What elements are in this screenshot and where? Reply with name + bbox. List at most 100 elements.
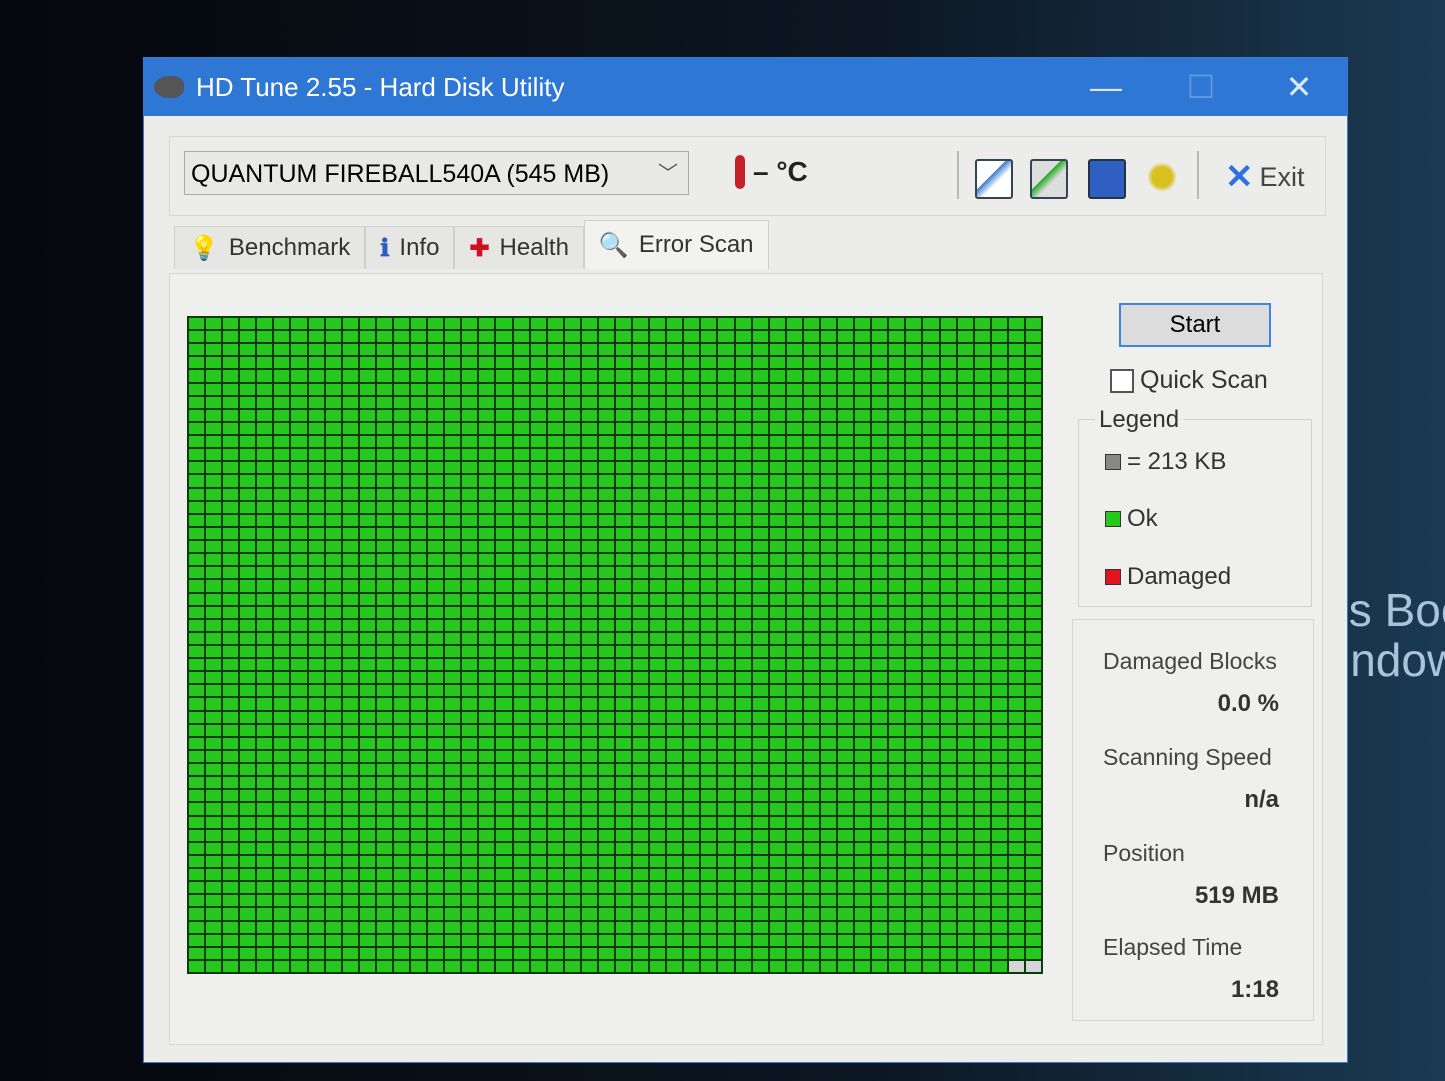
ok-block	[479, 396, 495, 408]
ok-block	[752, 409, 768, 421]
ok-block	[308, 449, 324, 461]
ok-block	[701, 947, 717, 959]
tab-benchmark[interactable]: 💡 Benchmark	[174, 226, 366, 269]
ok-block	[735, 383, 751, 395]
copy-screenshot-icon[interactable]	[1030, 159, 1068, 199]
ok-block	[291, 541, 307, 553]
ok-block	[513, 541, 529, 553]
ok-block	[257, 764, 273, 776]
ok-block	[615, 750, 632, 763]
ok-block	[257, 462, 273, 474]
ok-block	[308, 908, 324, 920]
ok-block	[223, 462, 239, 474]
ok-block	[991, 645, 1007, 658]
ok-block	[342, 921, 358, 933]
ok-block	[564, 606, 580, 618]
damaged-label: Damaged	[1127, 563, 1232, 590]
ok-block	[820, 396, 837, 408]
ok-block	[923, 396, 939, 408]
ok-block	[684, 711, 700, 723]
ok-block	[820, 803, 837, 815]
ok-block	[769, 895, 785, 907]
ok-block	[564, 396, 580, 408]
ok-block	[974, 960, 990, 972]
ok-block	[598, 764, 614, 776]
ok-block	[308, 882, 324, 894]
tab-info[interactable]: ℹ Info	[365, 226, 455, 269]
ok-block	[906, 685, 922, 697]
ok-block	[820, 947, 837, 959]
ok-block	[342, 567, 358, 579]
ok-block	[274, 855, 290, 868]
ok-block	[274, 619, 290, 631]
ok-block	[462, 645, 478, 658]
ok-block	[342, 318, 358, 330]
ok-block	[684, 672, 700, 684]
tab-error-scan[interactable]: 🔍 Error Scan	[583, 220, 769, 269]
quick-scan-checkbox[interactable]: Quick Scan	[1110, 366, 1268, 395]
ok-block	[411, 645, 427, 658]
ok-block	[786, 606, 802, 618]
ok-block	[889, 960, 905, 972]
ok-block	[257, 960, 273, 972]
ok-block	[615, 842, 632, 854]
ok-block	[752, 488, 768, 500]
ok-block	[428, 580, 444, 592]
ok-block	[820, 422, 837, 435]
ok-block	[838, 370, 854, 382]
ok-block	[735, 475, 751, 487]
save-icon[interactable]	[1088, 159, 1126, 199]
legend-group: Legend = 213 KB Ok Damaged	[1078, 406, 1312, 607]
ok-block	[855, 816, 871, 828]
minimize-button[interactable]: —	[1090, 68, 1122, 105]
ok-block	[855, 882, 871, 894]
ok-block	[752, 501, 768, 513]
maximize-button[interactable]: ☐	[1186, 69, 1216, 105]
ok-block	[206, 895, 222, 907]
ok-block	[718, 331, 734, 343]
ok-block	[581, 488, 597, 500]
ok-block	[855, 750, 871, 763]
drive-select[interactable]: QUANTUM FIREBALL540A (545 MB) ﹀	[184, 151, 689, 195]
ok-block	[513, 777, 529, 789]
ok-block	[462, 527, 478, 540]
tab-health[interactable]: ✚ Health	[454, 226, 584, 269]
exit-button[interactable]: ✕ Exit	[1225, 157, 1305, 197]
ok-block	[564, 593, 580, 605]
ok-block	[240, 645, 256, 658]
block-map	[187, 316, 1043, 974]
ok-block	[906, 449, 922, 461]
ok-block	[769, 934, 785, 946]
ok-block	[308, 606, 324, 618]
ok-block	[547, 488, 563, 500]
ok-block	[274, 370, 290, 382]
title-bar[interactable]: HD Tune 2.55 - Hard Disk Utility — ☐ ✕	[144, 58, 1347, 116]
ok-block	[428, 383, 444, 395]
ok-block	[906, 908, 922, 920]
ok-block	[838, 790, 854, 802]
checkbox-box[interactable]	[1110, 368, 1134, 393]
ok-block	[445, 790, 461, 802]
ok-block	[991, 698, 1007, 710]
ok-block	[889, 370, 905, 382]
ok-block	[206, 567, 222, 579]
start-button[interactable]: Start	[1119, 303, 1271, 347]
ok-block	[308, 318, 324, 330]
ok-block	[376, 790, 392, 802]
close-button[interactable]: ✕	[1285, 69, 1313, 105]
ok-block	[240, 554, 256, 566]
ok-block	[257, 645, 273, 658]
ok-block	[803, 344, 819, 356]
ok-block	[752, 422, 768, 435]
ok-block	[769, 764, 785, 776]
ok-block	[1008, 908, 1024, 920]
ok-block	[411, 803, 427, 815]
options-icon[interactable]	[1145, 159, 1179, 195]
ok-block	[257, 318, 273, 330]
ok-block	[257, 895, 273, 907]
ok-block	[735, 659, 751, 671]
ok-block	[189, 698, 205, 710]
ok-block	[359, 895, 375, 907]
ok-block	[428, 475, 444, 487]
copy-text-icon[interactable]	[975, 159, 1013, 199]
